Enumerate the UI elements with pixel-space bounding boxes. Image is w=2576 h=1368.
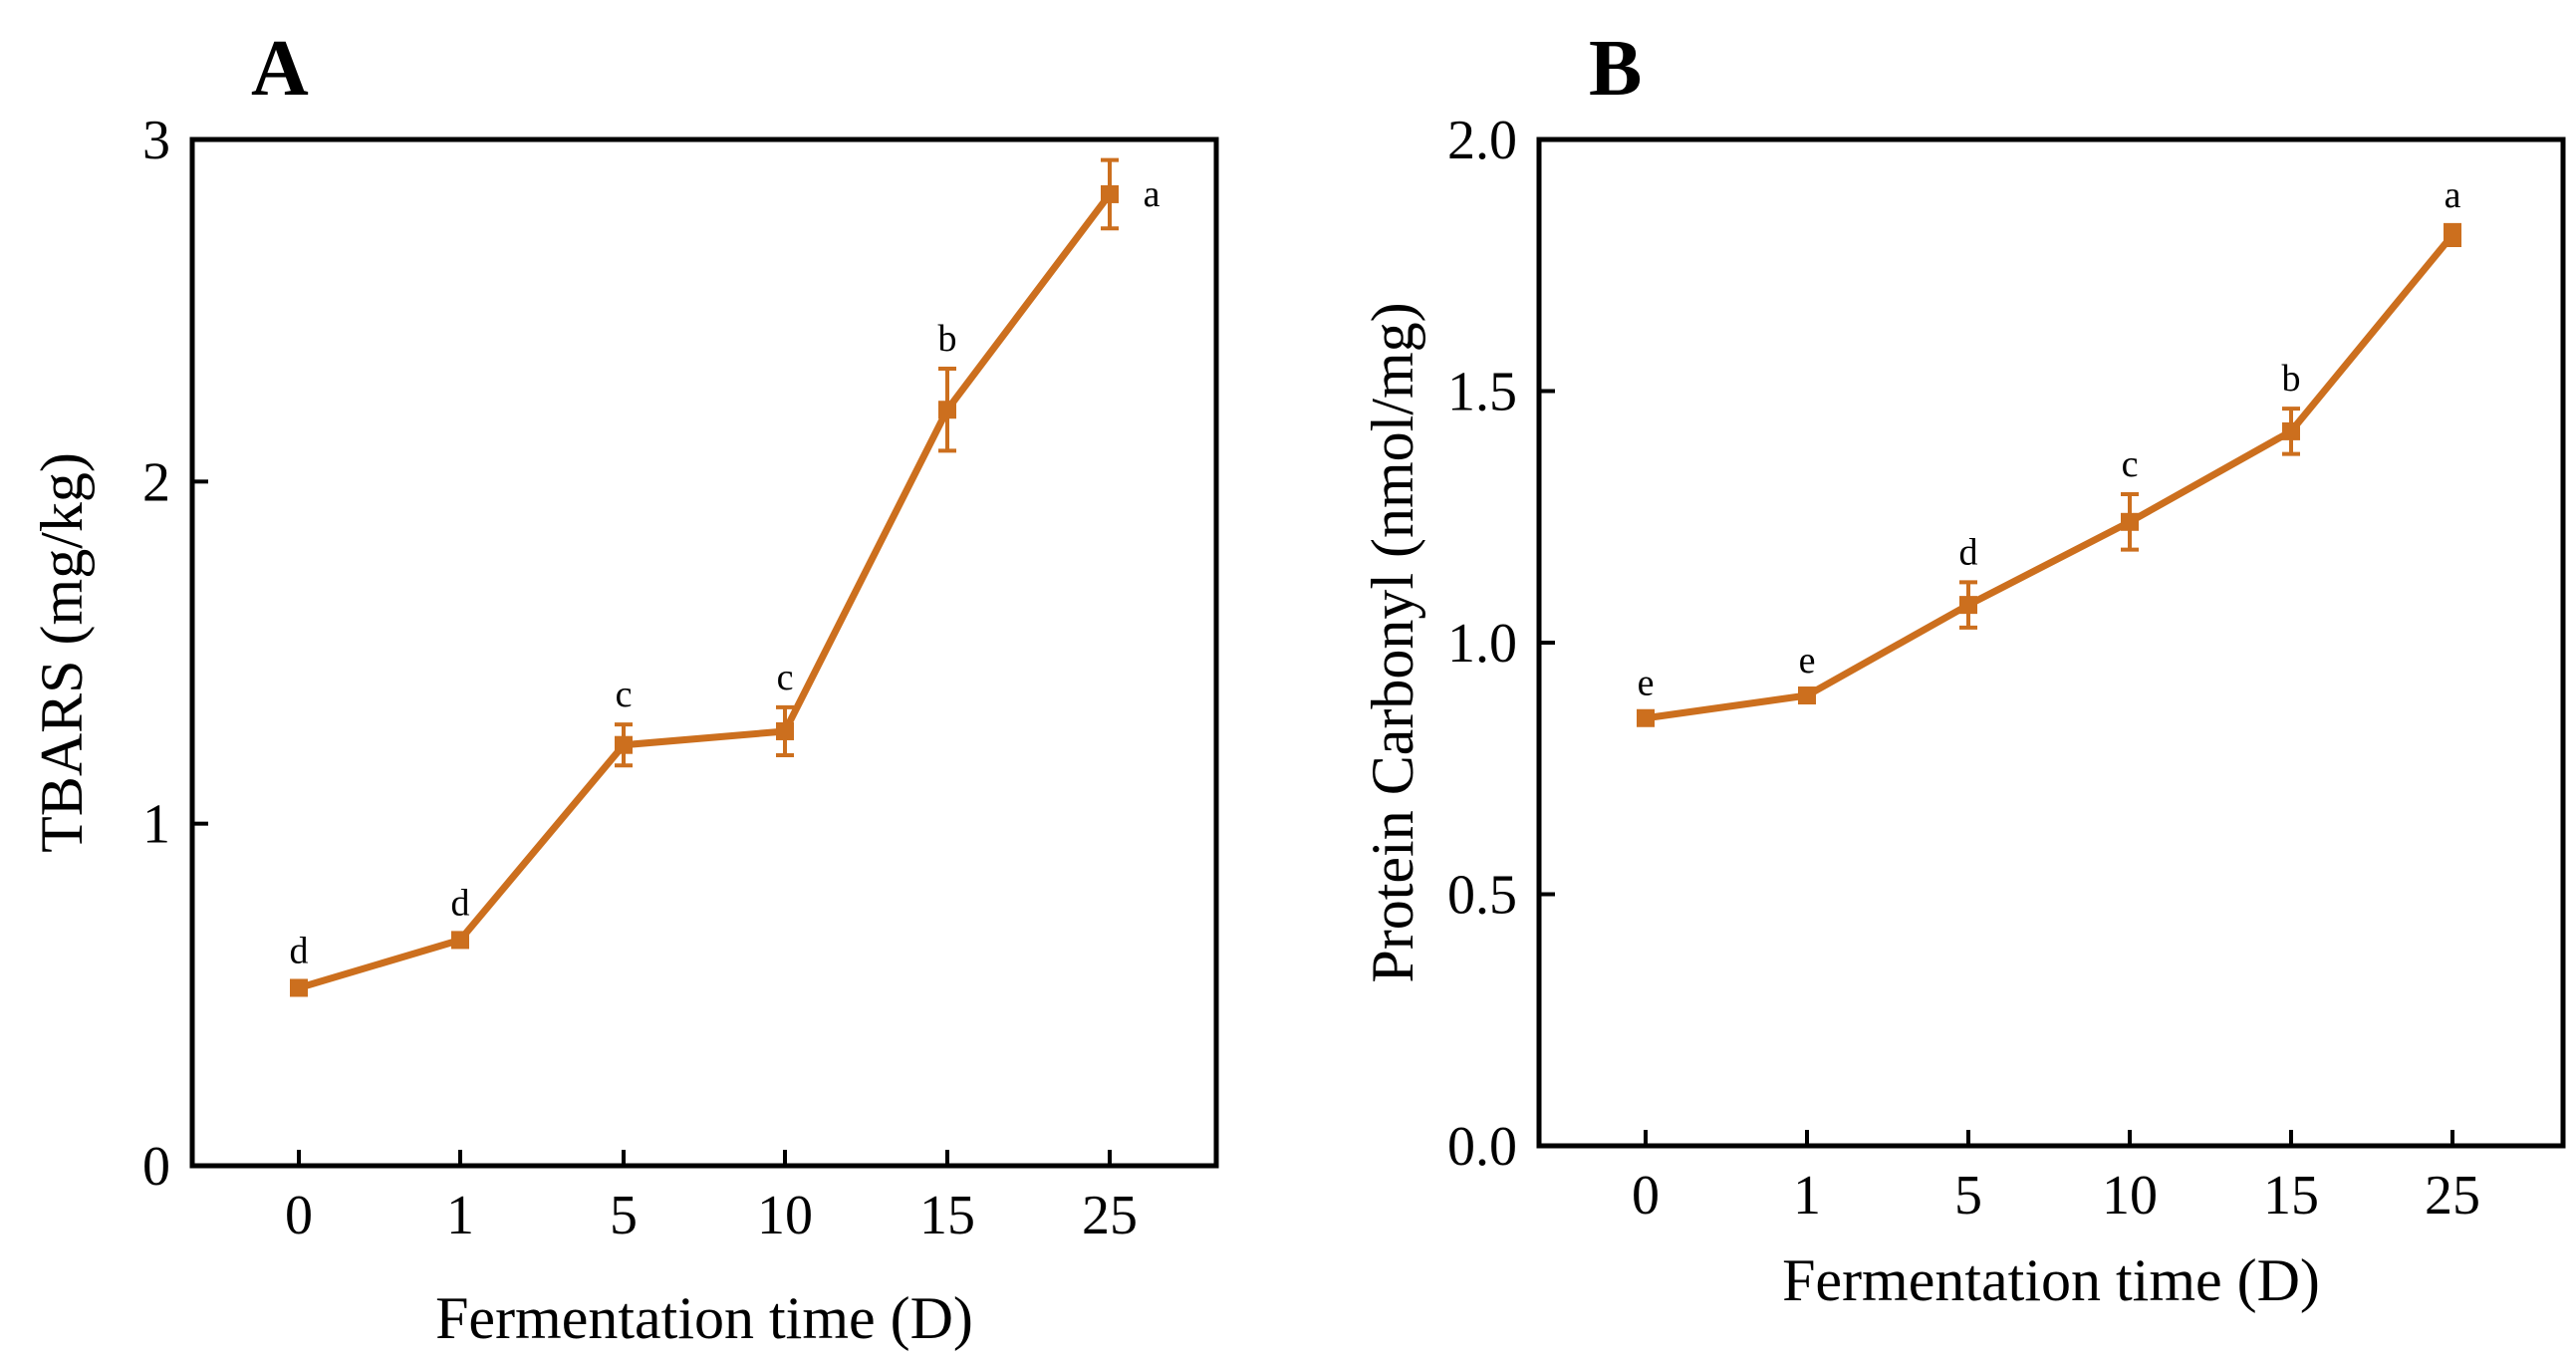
panel-a-x-tick-label: 0 bbox=[285, 1185, 313, 1246]
panel-b-y-tick-label: 0.0 bbox=[1447, 1116, 1517, 1178]
panel-b-x-axis: 0 1 5 10 15 25 bbox=[1632, 1130, 2480, 1227]
panel-b-x-axis-title: Fermentation time (D) bbox=[1782, 1247, 2320, 1313]
panel-a-significance-label: b bbox=[938, 318, 957, 360]
panel-a-x-tick-label: 15 bbox=[919, 1185, 975, 1246]
panel-b-significance-label: c bbox=[2122, 443, 2139, 485]
panel-a-y-axis-title: TBARS (mg/kg) bbox=[29, 452, 95, 853]
panel-a-letter: A bbox=[251, 25, 309, 113]
panel-a-y-tick-label: 2 bbox=[142, 451, 170, 513]
panel-b-x-tick-label: 25 bbox=[2425, 1165, 2480, 1227]
panel-b-data-point bbox=[1798, 686, 1816, 705]
panel-b-significance-label: b bbox=[2282, 358, 2301, 400]
panel-a-x-tick-label: 5 bbox=[610, 1185, 638, 1246]
panel-b-x-tick-label: 1 bbox=[1793, 1165, 1821, 1227]
panel-a-series-line bbox=[298, 191, 1113, 991]
panel-b-y-tick-label: 1.5 bbox=[1447, 362, 1517, 423]
panel-a-data-point bbox=[290, 978, 308, 997]
panel-b-series-line bbox=[1645, 232, 2455, 722]
panel-b-letter: B bbox=[1589, 25, 1642, 113]
panel-a-significance-label: c bbox=[616, 674, 633, 715]
panel-b-significance-label: a bbox=[2445, 174, 2461, 216]
panel-a-significance-label: d bbox=[290, 931, 309, 972]
panel-b-significance-label: e bbox=[1638, 663, 1655, 704]
panel-a-significance-label: c bbox=[777, 657, 794, 698]
panel-b-x-tick-label: 15 bbox=[2263, 1165, 2319, 1227]
panel-a-x-axis: 0 1 5 10 15 25 bbox=[285, 1150, 1138, 1246]
panel-a-data-point bbox=[451, 931, 469, 950]
panel-b-data-point bbox=[2444, 225, 2461, 244]
panel-a-series: d d c c b a bbox=[290, 157, 1160, 997]
panel-a-x-tick-label: 10 bbox=[757, 1185, 813, 1246]
panel-b-y-tick-label: 0.5 bbox=[1447, 865, 1517, 927]
panel-a-x-axis-title: Fermentation time (D) bbox=[435, 1285, 973, 1351]
panel-b-y-axis: 0.0 0.5 1.0 1.5 2.0 bbox=[1447, 110, 1555, 1178]
panel-a-data-point bbox=[615, 735, 633, 754]
panel-b-series: e e d c b a bbox=[1637, 174, 2461, 727]
panel-a-x-tick-label: 25 bbox=[1082, 1185, 1138, 1246]
panel-b-y-tick-label: 1.0 bbox=[1447, 613, 1517, 675]
panel-a-significance-label: d bbox=[451, 883, 470, 925]
panel-b-x-tick-label: 10 bbox=[2102, 1165, 2158, 1227]
panel-b-data-point bbox=[2282, 421, 2300, 440]
panel-a-data-point bbox=[938, 401, 956, 419]
panel-a-y-tick-label: 0 bbox=[142, 1136, 170, 1198]
panel-a-y-axis: 0 1 2 3 bbox=[142, 110, 208, 1198]
panel-b-data-point bbox=[1959, 596, 1977, 615]
panel-b-data-point bbox=[2121, 512, 2139, 531]
panel-a-data-point bbox=[776, 721, 794, 740]
panel-b: B 0.00.51.01.52.0 0 1 5 10 15 25 Fermentation… bbox=[1360, 25, 2566, 1313]
panel-a-y-tick-label: 3 bbox=[142, 110, 170, 171]
panel-b-x-tick-label: 5 bbox=[1954, 1165, 1982, 1227]
panel-a-plot-frame bbox=[189, 137, 1219, 1169]
panel-b-x-tick-label: 0 bbox=[1632, 1165, 1660, 1227]
panel-a-data-point bbox=[1101, 184, 1119, 203]
panel-b-significance-label: d bbox=[1959, 531, 1978, 573]
panel-b-data-point bbox=[1637, 708, 1655, 727]
panel-a-significance-label: a bbox=[1144, 173, 1160, 215]
panel-a-x-tick-label: 1 bbox=[446, 1185, 474, 1246]
panel-b-y-axis-title: Protein Carbonyl (nmol/mg) bbox=[1360, 302, 1425, 982]
panel-b-significance-label: e bbox=[1799, 640, 1816, 682]
panel-a-y-tick-label: 1 bbox=[142, 794, 170, 856]
panel-b-y-tick-label: 2.0 bbox=[1447, 110, 1517, 171]
